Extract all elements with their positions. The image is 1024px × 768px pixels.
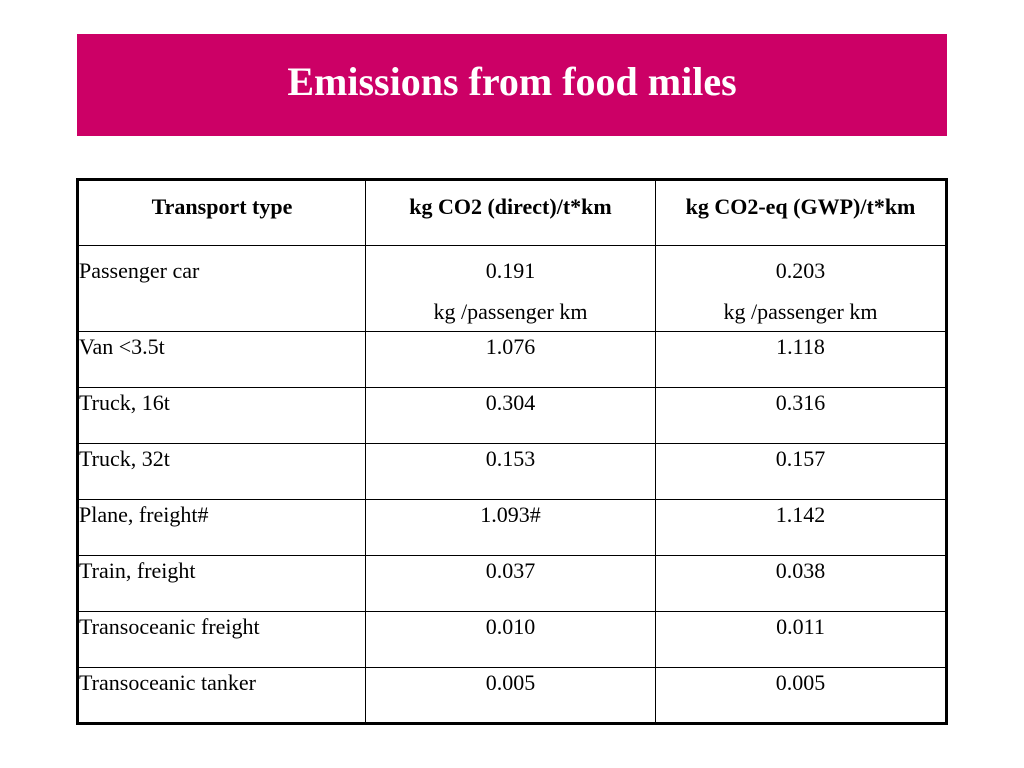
transport-type-cell: Transoceanic freight (77, 611, 366, 668)
direct-value-cell: 0.005 (364, 667, 656, 724)
table-row: Passenger car 0.191 kg /passenger km 0.2… (77, 245, 948, 332)
gwp-value: 0.203 (775, 258, 826, 283)
table-row: Truck, 32t 0.153 0.157 (77, 443, 948, 500)
table-row: Transoceanic freight 0.010 0.011 (77, 611, 948, 668)
gwp-value-cell: 1.118 (654, 331, 948, 388)
header-transport-type: Transport type (77, 179, 366, 246)
gwp-value-cell: 0.011 (654, 611, 948, 668)
page-title: Emissions from food miles (287, 59, 737, 104)
table-row: Truck, 16t 0.304 0.316 (77, 387, 948, 444)
direct-unit: kg /passenger km (433, 299, 588, 324)
gwp-value-cell: 0.038 (654, 555, 948, 612)
transport-type-cell: Passenger car (77, 245, 366, 332)
header-direct-co2: kg CO2 (direct)/t*km (364, 179, 656, 246)
direct-value-cell: 1.093# (364, 499, 656, 556)
gwp-unit: kg /passenger km (723, 299, 878, 324)
transport-type-cell: Plane, freight# (77, 499, 366, 556)
table-row: Plane, freight# 1.093# 1.142 (77, 499, 948, 556)
table-row: Transoceanic tanker 0.005 0.005 (77, 667, 948, 724)
gwp-value-cell: 0.203 kg /passenger km (654, 245, 948, 332)
transport-type-cell: Transoceanic tanker (77, 667, 366, 724)
table-row: Train, freight 0.037 0.038 (77, 555, 948, 612)
gwp-value-cell: 0.005 (654, 667, 948, 724)
direct-value: 0.191 (485, 258, 536, 283)
transport-type-cell: Train, freight (77, 555, 366, 612)
table-row: Van <3.5t 1.076 1.118 (77, 331, 948, 388)
title-bar: Emissions from food miles (77, 34, 947, 136)
direct-value-cell: 0.037 (364, 555, 656, 612)
direct-value-cell: 0.153 (364, 443, 656, 500)
emissions-table: Transport type kg CO2 (direct)/t*km kg C… (76, 178, 948, 725)
transport-type-cell: Truck, 32t (77, 443, 366, 500)
gwp-value-cell: 0.157 (654, 443, 948, 500)
transport-type-cell: Truck, 16t (77, 387, 366, 444)
direct-value-cell: 0.304 (364, 387, 656, 444)
direct-value-cell: 0.010 (364, 611, 656, 668)
table-header-row: Transport type kg CO2 (direct)/t*km kg C… (77, 179, 948, 246)
header-gwp-co2: kg CO2-eq (GWP)/t*km (654, 179, 948, 246)
gwp-value-cell: 1.142 (654, 499, 948, 556)
direct-value-cell: 1.076 (364, 331, 656, 388)
transport-type-cell: Van <3.5t (77, 331, 366, 388)
direct-value-cell: 0.191 kg /passenger km (364, 245, 656, 332)
gwp-value-cell: 0.316 (654, 387, 948, 444)
